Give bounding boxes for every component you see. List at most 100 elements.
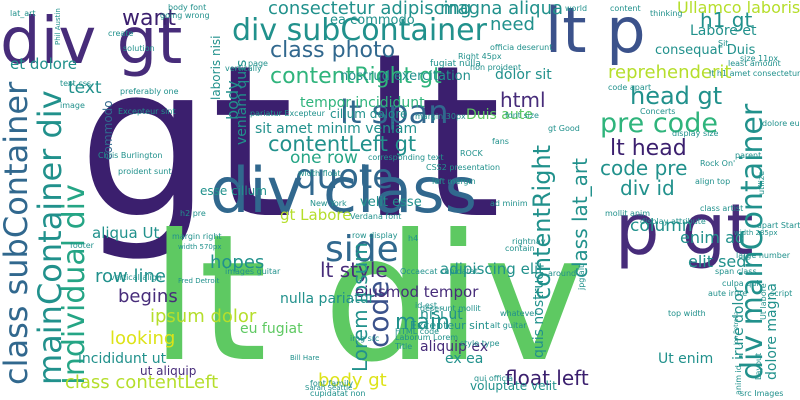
word-body-gt: body gt [318, 370, 387, 391]
word-font-size: font size [505, 111, 539, 120]
word-magna-aliqua: magna aliqua [440, 0, 564, 19]
word-style-type: style type [460, 339, 500, 348]
word-p-gt: p gt [615, 189, 754, 271]
word-margin-right: margin right [172, 232, 222, 241]
word-nisi-ut: nisi ut [420, 307, 463, 323]
word-class-lat-art: class lat_art [568, 158, 592, 278]
word-class-subcontainer: class subContainer [0, 81, 35, 385]
word-one-row: one row [290, 148, 358, 168]
word-lt-span: lt span [340, 93, 449, 131]
word-apart-start: apart Start [757, 221, 800, 230]
word-concerts: Concerts [640, 107, 676, 116]
word-lt-p: lt p [545, 0, 646, 67]
word-span-class: span class [715, 267, 757, 276]
word-class-photo: class photo [270, 38, 396, 63]
word-adipiscing-elit: adipiscing elit [440, 260, 545, 278]
word-lt-head: lt head [610, 136, 687, 161]
word-officia-deserunt: officia deserunt [490, 43, 553, 52]
word-lt-div: lt div [150, 198, 587, 400]
word-code-apart: code apart [608, 83, 652, 92]
word-contentleft-gt: contentLeft gt [268, 132, 417, 156]
word-column: column [630, 216, 693, 236]
word-lt-h1-amet-consectetur: lt h1 amet consectetur [709, 69, 800, 78]
word-fans: fans [492, 137, 509, 146]
word-esse-cillum: esse cillum [200, 184, 267, 198]
word-footer: footer [70, 241, 94, 250]
word-text: text [68, 78, 102, 98]
word-excepteur-sint: Excepteur sint [410, 319, 490, 332]
word-row-display: row display [352, 231, 398, 240]
word-parent: parent [735, 151, 762, 160]
word-fred-detroit: Fred Detroit [178, 277, 220, 285]
word-new-york: New York [310, 199, 347, 208]
word-gt-lt: gt lt [78, 20, 502, 265]
word-anim-id: anim id [734, 365, 743, 395]
word-width-570px: width 570px [178, 243, 222, 251]
word-eiusmod-tempor: eiusmod tempor [355, 283, 479, 301]
word-font-family: font family [310, 379, 354, 388]
word-ut-labore: Ut labore [759, 283, 768, 320]
word-display-attribute: display attribute [640, 217, 706, 226]
word-vertical-align: vertical align [110, 273, 162, 282]
word-lt-style: lt style [320, 258, 388, 282]
word-width-float: width float [298, 169, 341, 178]
word-labore-et: Labore et [690, 23, 757, 39]
word-least-amount: least amount [728, 59, 781, 68]
word-aute-irure: aute irure [708, 289, 748, 298]
word-title: Title [395, 342, 413, 351]
word-ex-ea: ex ea [445, 351, 484, 367]
word-float-left: float left [505, 366, 589, 390]
word-images-guitar: images guitar [225, 267, 281, 276]
word-div-subcontainer: div subContainer [232, 13, 487, 48]
word-jpg-alt: jpg alt [577, 264, 586, 290]
word-body: body [223, 80, 242, 120]
word-create: create [108, 29, 134, 38]
word-excepteur-sint: Excepteur sint [118, 107, 176, 116]
word-phil-austin: Phil Austin [54, 8, 62, 45]
word-duis-aute: Duis aute [466, 107, 533, 123]
word-ut-enim: Ut enim [658, 351, 714, 367]
word-h4: h4 [408, 234, 419, 243]
word-voluptate-velit: voluptate velit [470, 379, 557, 393]
word-verdana-font: Verdana font [350, 212, 402, 221]
word-width-285px: width 285px [734, 229, 778, 237]
word-thinking: thinking [650, 9, 683, 18]
word-left-margin: left margin [432, 177, 476, 186]
word-enim-ad: enim ad [680, 228, 746, 247]
word-contentright-gt: contentRight gt [270, 64, 442, 89]
word-chris-burlington: Chris Burlington [98, 151, 163, 160]
word-hopes: hopes [210, 252, 265, 273]
word-vertically: vertically [225, 64, 262, 73]
word-consequat-duis: consequat Duis [655, 43, 756, 58]
word-image: image [60, 101, 85, 110]
word-layout: Layout [754, 352, 763, 380]
word-nostrud-exercitation: nostrud exercitation [340, 69, 471, 84]
word-margin-30px: margin 30px [415, 112, 466, 121]
word-contain: contain [505, 244, 535, 253]
word-div-gt: div gt [0, 5, 183, 79]
word-laborum-lorem: Laborum Lorem [395, 333, 459, 342]
word-code-pre: code pre [600, 156, 688, 180]
word-large-number: large number [736, 251, 791, 260]
word-eu-fugiat: eu fugiat [240, 321, 303, 337]
word-img-src: img src [350, 334, 380, 343]
word-sarah-seattle: Sarah Seattle [305, 384, 353, 392]
word-dolor-sit: dolor sit [495, 67, 552, 83]
word-around: around [548, 269, 577, 278]
word-rock-on: Rock On' [700, 159, 736, 168]
word-ea-commodo: ea commodo [330, 13, 415, 28]
word-h1-gt: h1 gt [700, 8, 753, 32]
word-sit: Sit [718, 39, 729, 48]
word-h2-pre: h2 pre [180, 209, 206, 218]
word-bill-hare: Bill Hare [290, 354, 320, 362]
word-page: page [248, 59, 268, 68]
word-nulla-pariatur: nulla pariatur [280, 291, 375, 307]
word-deserunt-mollit: deserunt mollit [420, 304, 481, 313]
word-html: html [500, 88, 546, 112]
word-rightnav: rightnav [512, 237, 546, 246]
word-qui-officia: qui officia [474, 374, 514, 383]
word-non-proident: non proident [470, 63, 522, 72]
word-div-class: div class [210, 154, 477, 227]
word-world: world [565, 4, 588, 13]
